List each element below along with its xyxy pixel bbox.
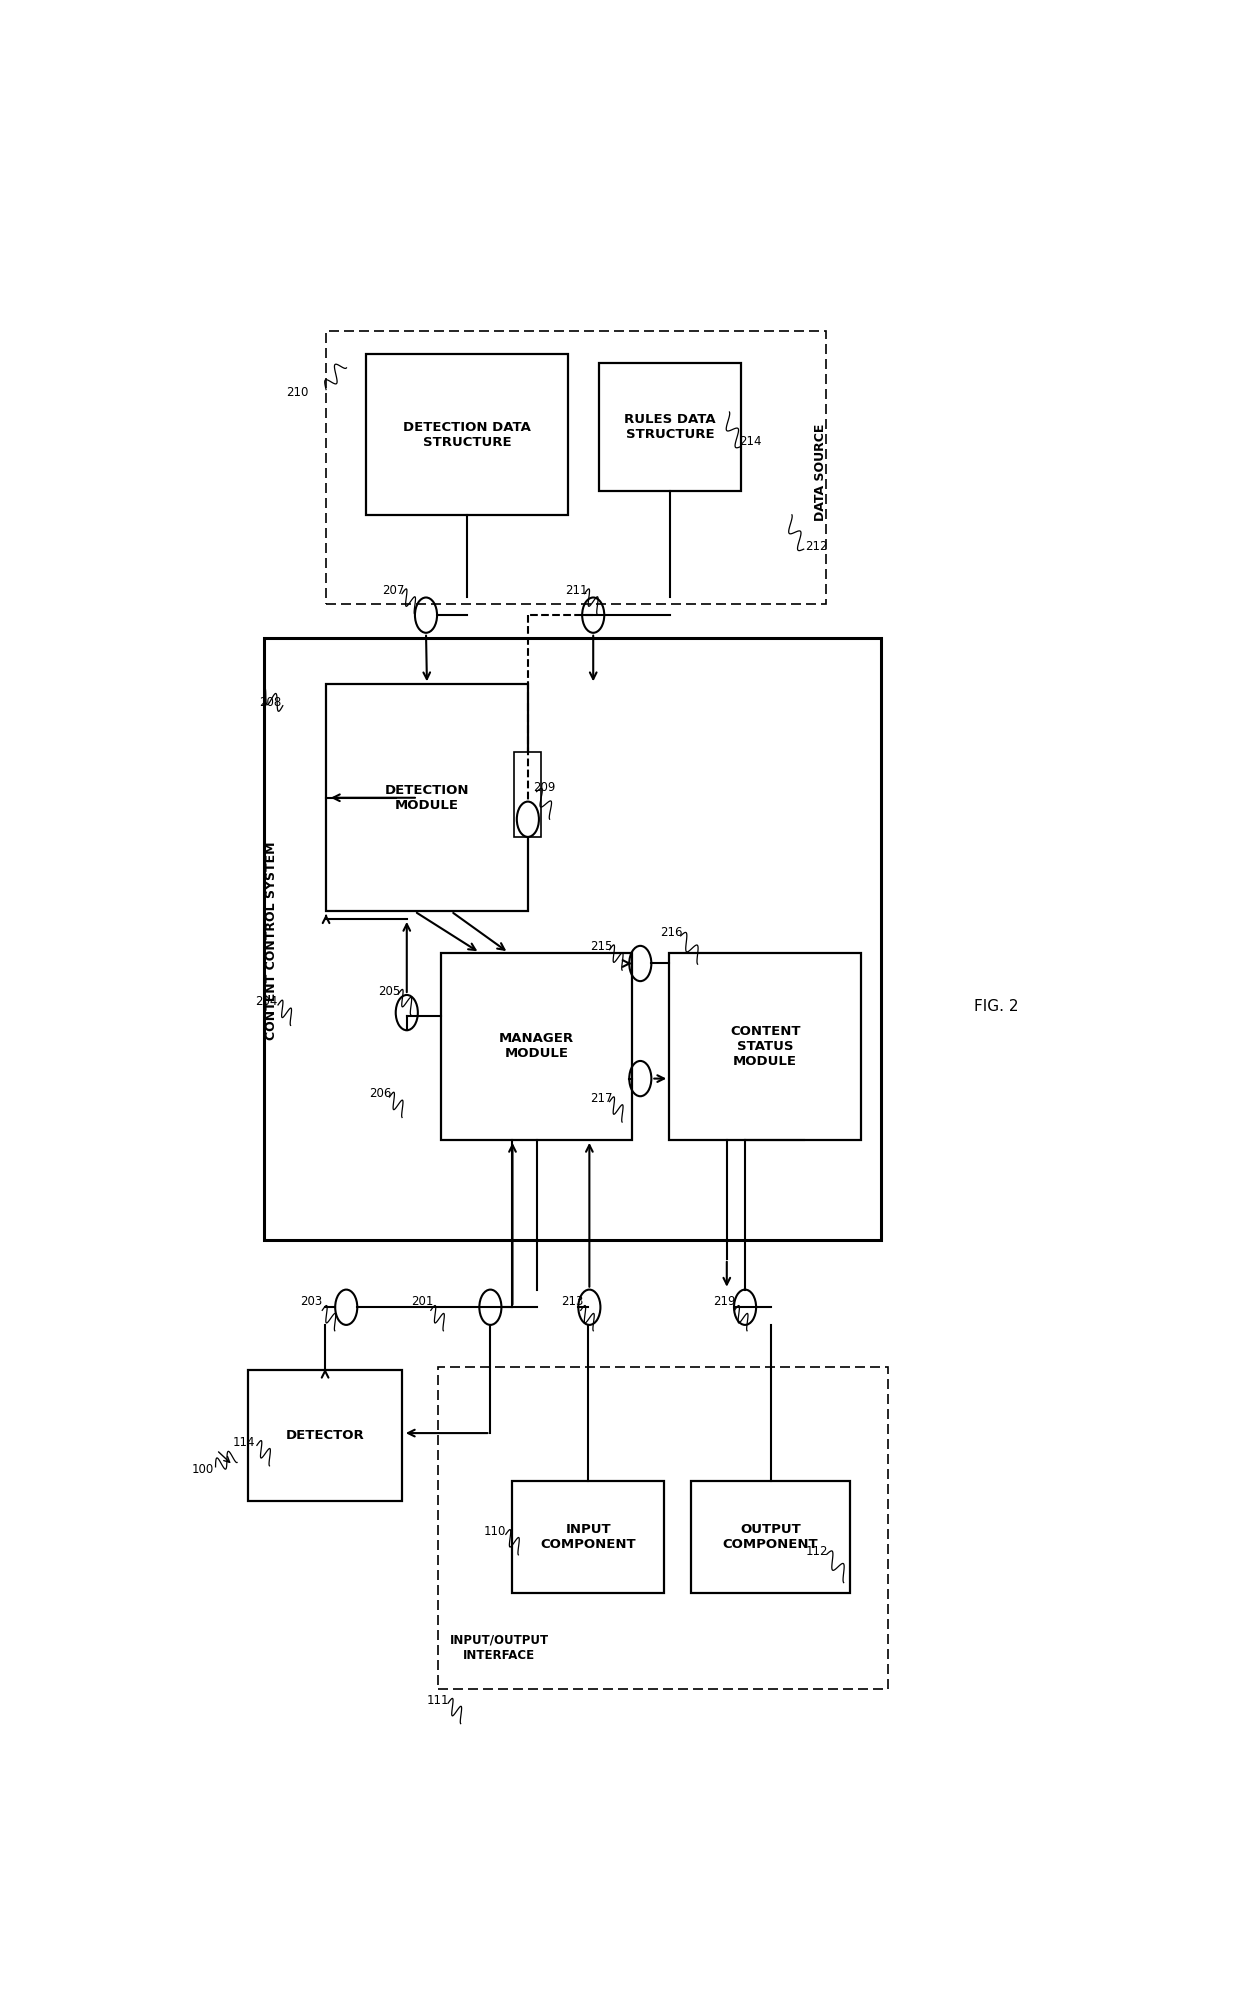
- Text: INPUT/OUTPUT
INTERFACE: INPUT/OUTPUT INTERFACE: [449, 1634, 548, 1662]
- Text: 205: 205: [378, 985, 401, 998]
- Bar: [512, 1481, 665, 1592]
- Text: 206: 206: [368, 1088, 391, 1100]
- Text: 214: 214: [739, 434, 763, 448]
- Bar: [367, 355, 568, 516]
- Text: 211: 211: [564, 584, 588, 598]
- Bar: [441, 953, 631, 1140]
- Text: 111: 111: [427, 1694, 449, 1706]
- Bar: [670, 953, 862, 1140]
- Text: FIG. 2: FIG. 2: [973, 998, 1018, 1014]
- Text: 213: 213: [560, 1295, 583, 1307]
- Text: RULES DATA
STRUCTURE: RULES DATA STRUCTURE: [624, 413, 715, 440]
- Text: 204: 204: [255, 995, 278, 1008]
- Text: 219: 219: [714, 1295, 737, 1307]
- Text: 207: 207: [382, 584, 404, 598]
- Text: 112: 112: [806, 1545, 828, 1559]
- Text: INPUT
COMPONENT: INPUT COMPONENT: [541, 1523, 636, 1551]
- Text: 215: 215: [590, 941, 613, 953]
- Text: 100: 100: [192, 1463, 215, 1477]
- Text: 212: 212: [805, 540, 827, 552]
- Text: 201: 201: [410, 1295, 433, 1307]
- Text: 210: 210: [286, 387, 309, 399]
- Bar: [599, 363, 742, 490]
- Bar: [264, 638, 880, 1240]
- Text: 209: 209: [533, 781, 556, 793]
- Text: 208: 208: [259, 696, 281, 710]
- Text: DETECTOR: DETECTOR: [285, 1429, 365, 1441]
- Text: DETECTION DATA
STRUCTURE: DETECTION DATA STRUCTURE: [403, 421, 531, 448]
- Text: OUTPUT
COMPONENT: OUTPUT COMPONENT: [723, 1523, 818, 1551]
- Text: CONTENT CONTROL SYSTEM: CONTENT CONTROL SYSTEM: [265, 841, 278, 1040]
- Text: 216: 216: [660, 927, 682, 939]
- Text: CONTENT
STATUS
MODULE: CONTENT STATUS MODULE: [730, 1024, 801, 1068]
- Text: 114: 114: [233, 1435, 255, 1449]
- Bar: [248, 1369, 402, 1501]
- Text: 217: 217: [590, 1092, 613, 1104]
- Text: 110: 110: [484, 1525, 506, 1539]
- Text: DETECTION
MODULE: DETECTION MODULE: [384, 783, 469, 811]
- Text: DATA SOURCE: DATA SOURCE: [813, 425, 827, 520]
- Bar: [691, 1481, 849, 1592]
- Bar: [326, 684, 528, 911]
- Bar: [439, 1367, 888, 1690]
- Text: MANAGER
MODULE: MANAGER MODULE: [498, 1032, 574, 1060]
- Text: 203: 203: [300, 1295, 322, 1307]
- Bar: [515, 753, 542, 837]
- Bar: [326, 331, 826, 604]
